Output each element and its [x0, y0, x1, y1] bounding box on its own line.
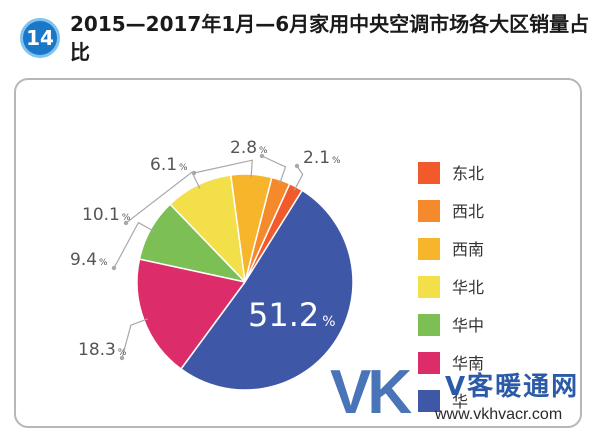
legend-swatch-6: [418, 390, 440, 412]
legend-label-4: 华中: [452, 316, 484, 335]
leader-line-1: [261, 155, 287, 185]
leader-dot-1: [259, 153, 265, 159]
legend-swatch-0: [418, 162, 440, 184]
leader-dot-4: [111, 265, 117, 271]
legend-swatch-2: [418, 238, 440, 260]
watermark-name: 暖通网: [495, 372, 580, 402]
data-label-0: 2.1%: [303, 148, 341, 168]
watermark-vk-logo: VK: [330, 358, 412, 427]
legend-swatch-1: [418, 200, 440, 222]
leader-line-4: [113, 221, 155, 269]
leader-line-3: [125, 171, 201, 224]
leader-dot-5: [119, 355, 125, 361]
leader-dot-0: [294, 163, 300, 169]
leader-line-2: [193, 159, 253, 179]
legend-swatch-4: [418, 314, 440, 336]
legend-swatch-5: [418, 352, 440, 374]
data-label-3: 10.1%: [82, 205, 131, 225]
watermark-prefix: V客: [445, 372, 496, 402]
legend-label-5: 华南: [452, 354, 484, 373]
legend-label-6: 华: [452, 392, 468, 411]
legend-swatch-3: [418, 276, 440, 298]
chart-header: 14 2015—2017年1月—6月家用中央空调市场各大区销量占比: [10, 8, 595, 64]
data-label-5: 18.3%: [78, 340, 127, 360]
data-label-4: 9.4%: [70, 250, 108, 270]
legend-label-2: 西南: [452, 240, 484, 259]
leader-line-5: [121, 318, 148, 359]
watermark-url: www.vkhvacr.com: [435, 406, 563, 423]
legend-label-0: 东北: [452, 164, 484, 183]
chart-title: 2015—2017年1月—6月家用中央空调市场各大区销量占比: [70, 12, 590, 64]
pie-slice-6: [179, 189, 354, 391]
data-label-2: 6.1%: [150, 155, 188, 175]
watermark-logo: VK V客暖通网 www.vkhvacr.com: [330, 362, 600, 442]
chart-frame: [14, 78, 582, 428]
data-label-1: 2.8%: [230, 138, 268, 158]
leader-line-0: [293, 165, 304, 191]
figure-number-badge: 14: [20, 18, 60, 58]
legend-label-3: 华北: [452, 278, 484, 297]
leader-dot-3: [123, 220, 129, 226]
watermark-site-name: V客暖通网: [445, 366, 579, 403]
legend-label-1: 西北: [452, 202, 484, 221]
